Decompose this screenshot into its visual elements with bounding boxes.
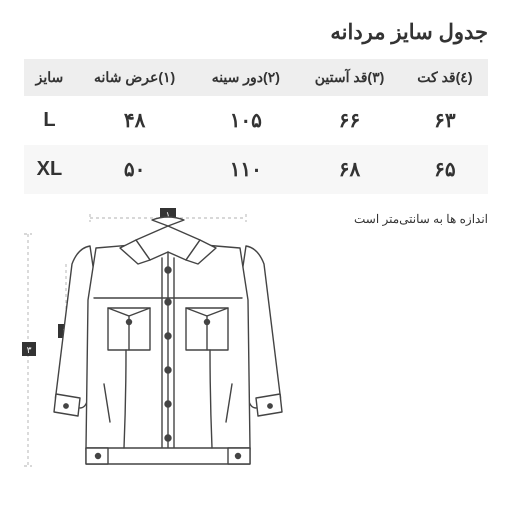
cell: ۵۰ [75,145,195,194]
cell: ۱۱۰ [194,145,297,194]
col-header: (٢)دور سینه [194,59,297,96]
col-header: سایز [24,59,75,96]
jacket-diagram: ۱ ۳ ۴ ۲ [18,198,318,498]
cell: ۶۸ [297,145,402,194]
svg-text:۳: ۳ [27,345,32,355]
cell: ۴۸ [75,96,195,145]
table-header-row: (٤)قد کت (٣)قد آستین (٢)دور سینه (١)عرض … [24,59,488,96]
cell-size: XL [24,145,75,194]
table-row: ۶۵ ۶۸ ۱۱۰ ۵۰ XL [24,145,488,194]
cell: ۱۰۵ [194,96,297,145]
table-row: ۶۳ ۶۶ ۱۰۵ ۴۸ L [24,96,488,145]
cell: ۶۵ [402,145,488,194]
page-title: جدول سایز مردانه [24,20,488,45]
col-header: (٤)قد کت [402,59,488,96]
size-table: (٤)قد کت (٣)قد آستین (٢)دور سینه (١)عرض … [24,59,488,194]
cell-size: L [24,96,75,145]
cell: ۶۶ [297,96,402,145]
cell: ۶۳ [402,96,488,145]
col-header: (٣)قد آستین [297,59,402,96]
col-header: (١)عرض شانه [75,59,195,96]
